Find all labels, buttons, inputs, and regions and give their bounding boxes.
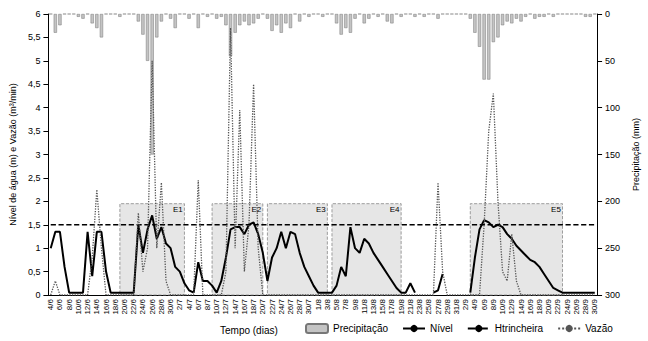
svg-text:24/6: 24/6 <box>138 298 147 314</box>
svg-text:E1: E1 <box>173 205 183 214</box>
svg-text:E3: E3 <box>316 205 326 214</box>
svg-text:16/9: 16/9 <box>526 298 535 314</box>
svg-text:5: 5 <box>35 56 40 66</box>
svg-text:Nível de água (m) e Vazão (m³/: Nível de água (m) e Vazão (m³/min) <box>8 83 18 225</box>
svg-text:10/7: 10/7 <box>212 298 221 314</box>
svg-text:2/9: 2/9 <box>461 298 470 310</box>
svg-text:24/7: 24/7 <box>277 298 286 314</box>
svg-text:3,5: 3,5 <box>28 126 41 136</box>
svg-text:20/9: 20/9 <box>544 298 553 314</box>
svg-text:28/7: 28/7 <box>295 298 304 314</box>
svg-text:2/7: 2/7 <box>175 298 184 310</box>
svg-text:1: 1 <box>35 243 40 253</box>
svg-text:12/9: 12/9 <box>507 298 516 314</box>
svg-text:30/6: 30/6 <box>166 298 175 314</box>
svg-text:13/8: 13/8 <box>369 298 378 314</box>
svg-text:6: 6 <box>35 9 40 19</box>
svg-text:1,5: 1,5 <box>28 220 41 230</box>
svg-text:0,5: 0,5 <box>28 267 41 277</box>
svg-text:21/8: 21/8 <box>406 298 415 314</box>
svg-text:Tempo (dias): Tempo (dias) <box>220 325 278 336</box>
svg-text:8/6: 8/6 <box>65 298 74 310</box>
svg-text:19/8: 19/8 <box>397 298 406 314</box>
svg-text:2: 2 <box>35 196 40 206</box>
svg-text:28/9: 28/9 <box>581 298 590 314</box>
svg-text:22/7: 22/7 <box>268 298 277 314</box>
svg-text:26/6: 26/6 <box>148 298 157 314</box>
svg-text:4/9: 4/9 <box>470 298 479 310</box>
svg-text:31/8: 31/8 <box>452 298 461 314</box>
svg-text:14/9: 14/9 <box>517 298 526 314</box>
svg-text:9/8: 9/8 <box>351 298 360 310</box>
svg-text:12/7: 12/7 <box>221 298 230 314</box>
svg-text:6/7: 6/7 <box>194 298 203 310</box>
svg-text:E2: E2 <box>251 204 262 214</box>
svg-text:300: 300 <box>605 290 620 300</box>
svg-text:30/7: 30/7 <box>304 298 313 314</box>
svg-text:4: 4 <box>35 103 40 113</box>
svg-text:10/6: 10/6 <box>74 298 83 314</box>
svg-text:15/8: 15/8 <box>378 298 387 314</box>
svg-text:Vazão: Vazão <box>585 323 613 334</box>
svg-text:2,5: 2,5 <box>28 173 41 183</box>
svg-text:28/6: 28/6 <box>157 298 166 314</box>
svg-text:20/6: 20/6 <box>120 298 129 314</box>
svg-text:12/6: 12/6 <box>83 298 92 314</box>
svg-text:5/8: 5/8 <box>332 298 341 310</box>
svg-text:6/6: 6/6 <box>55 298 64 310</box>
svg-text:16/7: 16/7 <box>240 298 249 314</box>
svg-text:26/7: 26/7 <box>286 298 295 314</box>
svg-text:50: 50 <box>605 56 615 66</box>
svg-text:14/7: 14/7 <box>231 298 240 314</box>
svg-text:6/9: 6/9 <box>480 298 489 310</box>
svg-text:10/9: 10/9 <box>498 298 507 314</box>
svg-text:22/6: 22/6 <box>129 298 138 314</box>
svg-text:Htrincheira: Htrincheira <box>495 323 544 334</box>
svg-text:E5: E5 <box>551 205 561 214</box>
svg-text:Precipitação: Precipitação <box>333 323 388 334</box>
svg-text:4,5: 4,5 <box>28 79 41 89</box>
svg-text:24/9: 24/9 <box>563 298 572 314</box>
svg-text:18/6: 18/6 <box>111 298 120 314</box>
svg-text:25/8: 25/8 <box>424 298 433 314</box>
svg-text:17/8: 17/8 <box>387 298 396 314</box>
svg-text:250: 250 <box>605 243 620 253</box>
svg-text:30/9: 30/9 <box>590 298 599 314</box>
svg-text:4/6: 4/6 <box>46 298 55 310</box>
svg-text:0: 0 <box>605 9 610 19</box>
svg-text:3: 3 <box>35 150 40 160</box>
svg-text:11/8: 11/8 <box>360 298 369 314</box>
svg-text:16/6: 16/6 <box>102 298 111 314</box>
svg-text:7/8: 7/8 <box>341 298 350 310</box>
svg-text:20/7: 20/7 <box>258 298 267 314</box>
svg-text:Nível: Nível <box>430 323 453 334</box>
svg-text:22/9: 22/9 <box>553 298 562 314</box>
svg-text:8/7: 8/7 <box>203 298 212 310</box>
svg-text:200: 200 <box>605 196 620 206</box>
svg-text:E4: E4 <box>390 205 400 214</box>
svg-text:100: 100 <box>605 103 620 113</box>
svg-text:14/6: 14/6 <box>92 298 101 314</box>
svg-text:26/9: 26/9 <box>572 298 581 314</box>
svg-text:1/8: 1/8 <box>314 298 323 310</box>
svg-text:18/9: 18/9 <box>535 298 544 314</box>
svg-text:27/8: 27/8 <box>434 298 443 314</box>
svg-text:3/8: 3/8 <box>323 298 332 310</box>
svg-text:4/7: 4/7 <box>185 298 194 310</box>
svg-text:Precipitação (mm): Precipitação (mm) <box>631 118 641 191</box>
svg-text:8/9: 8/9 <box>489 298 498 310</box>
svg-text:0: 0 <box>35 290 40 300</box>
svg-text:150: 150 <box>605 150 620 160</box>
svg-text:23/8: 23/8 <box>415 298 424 314</box>
svg-text:18/7: 18/7 <box>249 298 258 314</box>
svg-text:29/8: 29/8 <box>443 298 452 314</box>
svg-text:5,5: 5,5 <box>28 32 41 42</box>
